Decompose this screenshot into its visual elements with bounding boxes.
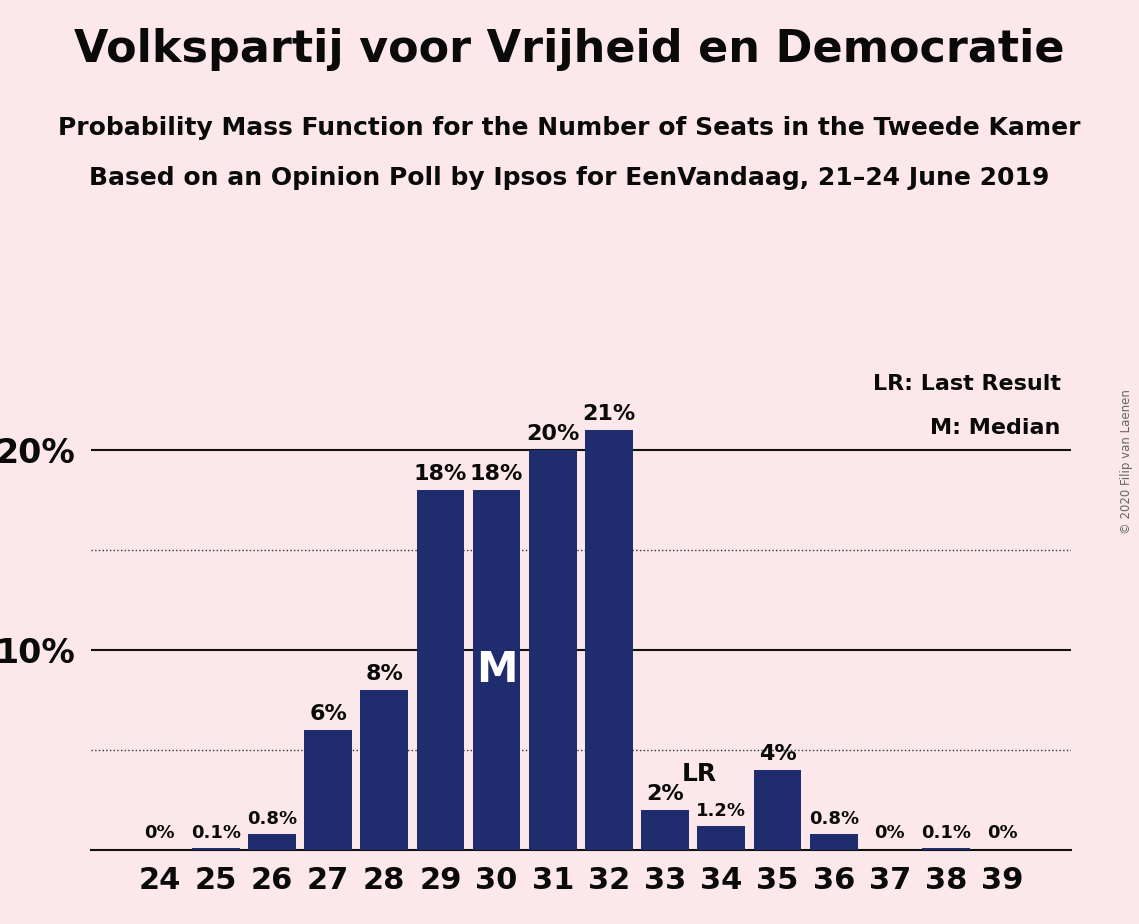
Text: 6%: 6% [309, 704, 347, 724]
Text: 0.1%: 0.1% [921, 824, 972, 842]
Text: Probability Mass Function for the Number of Seats in the Tweede Kamer: Probability Mass Function for the Number… [58, 116, 1081, 140]
Bar [810, 834, 858, 850]
Bar [641, 810, 689, 850]
Text: 0%: 0% [875, 824, 906, 842]
Text: 0.1%: 0.1% [190, 824, 240, 842]
Text: LR: Last Result: LR: Last Result [872, 374, 1060, 395]
Text: Volkspartij voor Vrijheid en Democratie: Volkspartij voor Vrijheid en Democratie [74, 28, 1065, 71]
Text: 18%: 18% [470, 464, 523, 484]
Text: 0.8%: 0.8% [809, 810, 859, 828]
Text: M: Median: M: Median [931, 418, 1060, 438]
Bar [191, 848, 239, 850]
Bar [473, 490, 521, 850]
Text: 8%: 8% [366, 664, 403, 684]
Text: 0.8%: 0.8% [247, 810, 297, 828]
Bar [248, 834, 296, 850]
Bar [304, 730, 352, 850]
Text: 4%: 4% [759, 744, 796, 764]
Bar [417, 490, 465, 850]
Text: 1.2%: 1.2% [696, 802, 746, 821]
Text: 20%: 20% [526, 424, 580, 444]
Text: © 2020 Filip van Laenen: © 2020 Filip van Laenen [1121, 390, 1133, 534]
Text: 0%: 0% [145, 824, 174, 842]
Text: 0%: 0% [988, 824, 1017, 842]
Bar [528, 450, 576, 850]
Bar [923, 848, 970, 850]
Text: 18%: 18% [413, 464, 467, 484]
Bar [754, 770, 802, 850]
Text: 2%: 2% [646, 784, 685, 804]
Text: Based on an Opinion Poll by Ipsos for EenVandaag, 21–24 June 2019: Based on an Opinion Poll by Ipsos for Ee… [89, 166, 1050, 190]
Text: 21%: 21% [582, 404, 636, 423]
Bar [697, 826, 745, 850]
Bar [360, 690, 408, 850]
Text: LR: LR [682, 762, 718, 786]
Text: M: M [476, 649, 517, 691]
Bar [585, 430, 633, 850]
